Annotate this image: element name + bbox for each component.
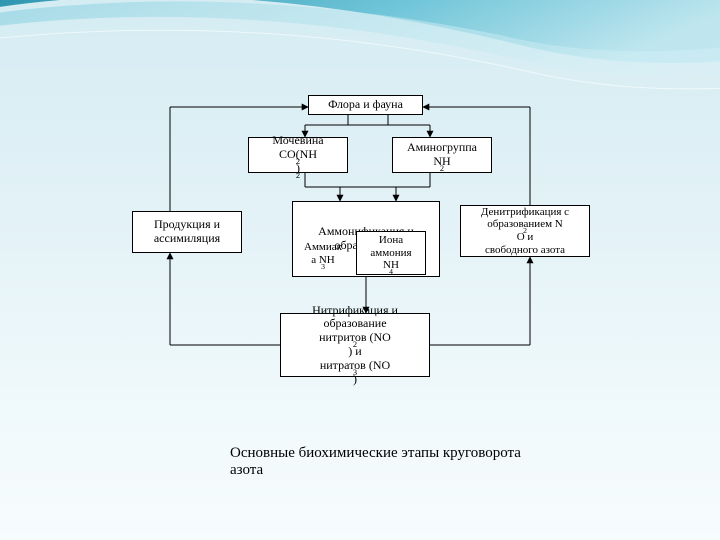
- box-urea: МочевинаCO(NH2)2: [248, 137, 348, 173]
- box-amino: АминогруппаNH2: [392, 137, 492, 173]
- slide: Флора и фауна МочевинаCO(NH2)2 Аминогруппа…: [0, 0, 720, 540]
- box-ammiak: Аммиака NH3: [294, 233, 352, 275]
- box-ion: ИонааммонияNH4: [356, 231, 426, 275]
- box-prod: Продукция иассимиляция: [132, 211, 242, 253]
- box-flora: Флора и фауна: [308, 95, 423, 115]
- nitrogen-cycle-diagram: Флора и фауна МочевинаCO(NH2)2 Аминогруппа…: [130, 95, 590, 435]
- box-nitr: Нитрификация иобразованиенитритов (NO2) …: [280, 313, 430, 377]
- box-denit: Денитрификация собразованием N2O исвобод…: [460, 205, 590, 257]
- caption-text: Основные биохимические этапы круговорота…: [230, 445, 530, 479]
